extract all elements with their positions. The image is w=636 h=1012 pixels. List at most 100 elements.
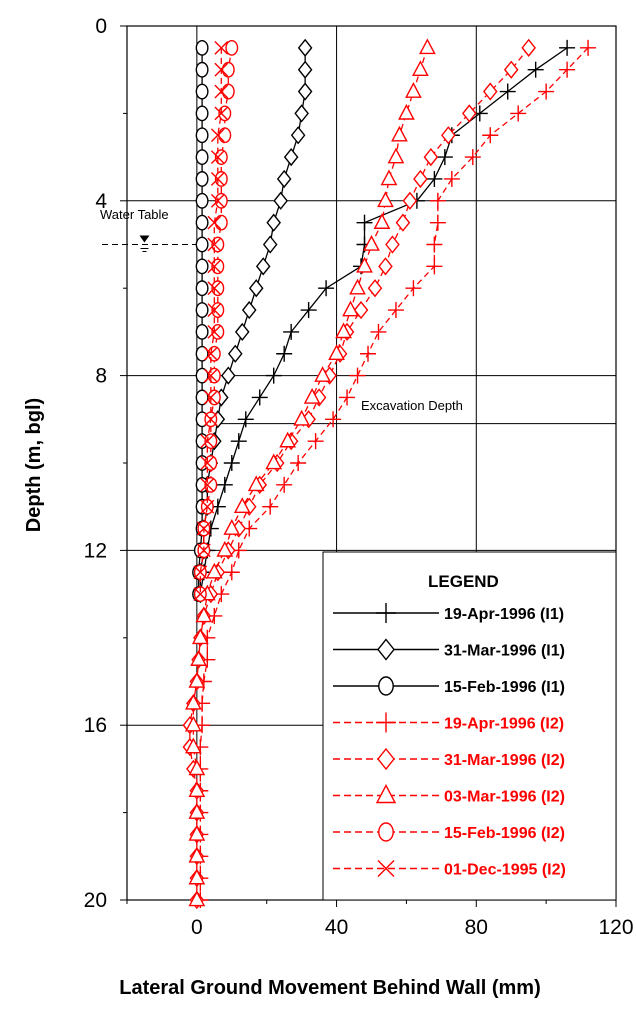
data-point — [290, 455, 307, 471]
data-point — [255, 257, 271, 276]
data-point — [325, 411, 342, 428]
data-point — [307, 433, 324, 450]
data-point — [190, 650, 207, 666]
data-point — [214, 106, 229, 121]
data-point — [300, 302, 317, 319]
y-tick-label: 8 — [95, 365, 107, 388]
data-point — [203, 390, 218, 405]
y-tick-label: 20 — [84, 889, 107, 912]
legend-label: 31-Mar-1996 (I2) — [444, 752, 565, 769]
data-point — [185, 737, 202, 754]
data-point — [214, 40, 229, 55]
data-point — [188, 759, 206, 776]
data-point — [248, 279, 264, 298]
legend-marker — [377, 747, 395, 771]
data-point — [207, 259, 222, 274]
data-point — [195, 323, 209, 340]
data-point — [266, 213, 281, 232]
series-1 — [192, 39, 576, 603]
data-point — [211, 302, 225, 318]
data-point — [423, 147, 439, 167]
data-point — [538, 83, 555, 100]
data-point — [188, 824, 206, 841]
data-point — [276, 169, 292, 189]
data-point — [203, 346, 218, 361]
data-point — [385, 235, 400, 254]
data-point — [367, 279, 383, 298]
data-point — [462, 104, 477, 123]
x-tick-label: 120 — [598, 916, 633, 939]
data-point — [200, 477, 215, 492]
legend-entry: 19-Apr-1996 (I1) — [333, 603, 564, 623]
y-tick-label: 4 — [95, 190, 107, 213]
data-point — [429, 214, 446, 231]
tick-labels: 0 40 80 120 0 4 8 12 16 20 — [84, 15, 634, 939]
series-line — [199, 47, 568, 595]
data-point — [210, 128, 225, 143]
data-point — [293, 409, 311, 426]
y-axis-title: Depth (m, bgl) — [23, 398, 45, 532]
data-point — [207, 237, 222, 252]
data-point — [195, 171, 209, 187]
series-line — [199, 47, 222, 595]
legend-label: 01-Dec-1995 (I2) — [444, 862, 566, 879]
data-point — [464, 149, 481, 166]
data-point — [195, 345, 209, 362]
data-point — [412, 60, 429, 76]
data-point — [353, 300, 369, 320]
data-point — [203, 412, 218, 427]
data-point — [227, 344, 243, 363]
data-point — [378, 257, 393, 276]
data-point — [395, 213, 411, 232]
data-point — [218, 127, 232, 144]
data-point — [251, 389, 268, 406]
data-point — [207, 215, 222, 230]
data-point — [193, 565, 208, 580]
legend-label: 19-Apr-1996 (I1) — [444, 606, 564, 623]
legend-box — [322, 551, 617, 901]
data-point — [521, 38, 536, 57]
legend-label: 19-Apr-1996 (I2) — [444, 716, 564, 733]
data-point — [207, 303, 222, 317]
data-point — [527, 61, 544, 78]
data-point — [370, 323, 387, 340]
data-point — [214, 214, 228, 231]
legend-entry: 19-Apr-1996 (I2) — [333, 712, 564, 733]
annotations: Water Table Excavation Depth — [100, 207, 616, 425]
legend-label: 31-Mar-1996 (I1) — [444, 643, 565, 660]
legend-entry: 03-Mar-1996 (I2) — [333, 784, 565, 806]
legend-entry: 31-Mar-1996 (I1) — [333, 638, 565, 661]
data-point — [188, 672, 206, 688]
data-point — [195, 367, 209, 384]
data-point — [265, 367, 282, 384]
x-axis-title: Lateral Ground Movement Behind Wall (mm) — [119, 977, 541, 999]
data-point — [290, 126, 306, 145]
data-point — [220, 366, 236, 385]
data-point — [377, 191, 394, 208]
water-table-triangle-icon — [139, 235, 150, 243]
data-point — [195, 83, 209, 100]
legend-marker — [376, 712, 396, 733]
data-point — [241, 300, 257, 320]
legend-entry: 15-Feb-1996 (I1) — [333, 676, 565, 696]
data-point — [339, 389, 356, 406]
data-point — [195, 149, 209, 166]
data-point — [443, 170, 460, 187]
legend-label: 15-Feb-1996 (I2) — [444, 825, 565, 842]
data-point — [297, 82, 313, 101]
y-tick-label: 0 — [95, 15, 107, 38]
data-point — [195, 280, 209, 297]
data-point — [387, 302, 404, 319]
data-point — [342, 300, 359, 317]
data-point — [193, 587, 208, 601]
legend-marker — [378, 822, 394, 842]
data-point — [205, 562, 223, 579]
data-point — [276, 476, 293, 493]
data-point — [436, 149, 453, 166]
data-point — [210, 172, 225, 186]
data-point — [188, 781, 206, 798]
data-point — [441, 126, 456, 145]
data-point — [200, 434, 215, 449]
data-point — [214, 84, 229, 99]
